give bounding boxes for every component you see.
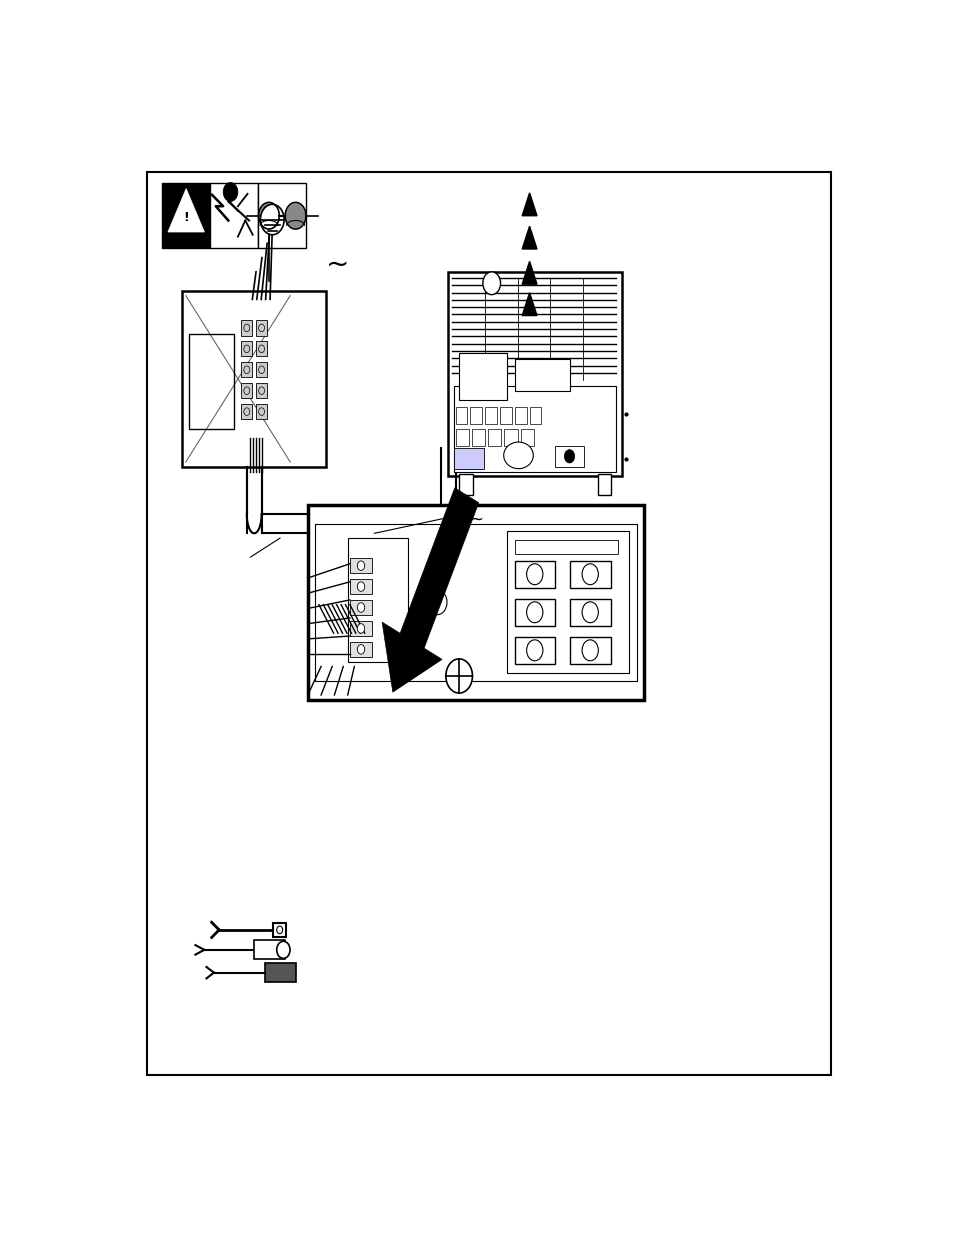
Bar <box>472 429 485 446</box>
Bar <box>597 474 610 495</box>
Bar <box>515 637 555 663</box>
Circle shape <box>581 563 598 584</box>
Text: !: ! <box>183 211 189 225</box>
Circle shape <box>357 624 364 634</box>
Bar <box>350 642 372 657</box>
Circle shape <box>581 601 598 622</box>
Bar <box>454 385 616 472</box>
Polygon shape <box>521 193 537 216</box>
Polygon shape <box>521 226 537 249</box>
Bar <box>459 474 472 495</box>
Bar <box>454 448 483 468</box>
Bar <box>515 599 555 626</box>
Bar <box>515 406 526 424</box>
Circle shape <box>526 601 542 622</box>
Bar <box>520 429 534 446</box>
Bar <box>470 406 482 424</box>
Bar <box>555 446 583 467</box>
Bar <box>570 561 610 588</box>
Bar <box>255 341 267 357</box>
Bar <box>308 505 643 700</box>
Bar <box>350 558 372 573</box>
Bar <box>456 429 469 446</box>
Bar <box>241 404 252 419</box>
Bar <box>255 383 267 399</box>
Bar <box>273 924 286 936</box>
Text: ~: ~ <box>469 510 482 529</box>
Bar <box>253 940 285 960</box>
Bar <box>162 183 210 248</box>
Circle shape <box>581 640 598 661</box>
Bar <box>258 183 306 248</box>
Bar <box>348 538 407 662</box>
Text: ~: ~ <box>325 251 349 278</box>
Bar <box>350 579 372 594</box>
Circle shape <box>427 590 447 615</box>
Bar <box>241 320 252 336</box>
Bar <box>570 599 610 626</box>
Bar <box>255 404 267 419</box>
Bar <box>241 362 252 378</box>
Polygon shape <box>382 488 478 692</box>
Circle shape <box>564 450 574 463</box>
Circle shape <box>526 640 542 661</box>
Polygon shape <box>168 189 204 232</box>
Bar <box>529 406 541 424</box>
Circle shape <box>526 563 542 584</box>
Circle shape <box>260 204 284 235</box>
Bar <box>504 429 517 446</box>
Circle shape <box>259 204 278 228</box>
Bar <box>570 637 610 663</box>
Circle shape <box>357 582 364 592</box>
Bar <box>515 561 555 588</box>
Bar <box>350 600 372 615</box>
Bar <box>241 341 252 357</box>
Bar <box>459 353 507 400</box>
Bar <box>515 359 570 390</box>
Bar <box>190 333 233 429</box>
Circle shape <box>357 645 364 655</box>
Bar <box>182 291 326 467</box>
Polygon shape <box>521 293 537 316</box>
Polygon shape <box>521 262 537 284</box>
Circle shape <box>357 561 364 571</box>
Circle shape <box>357 603 364 613</box>
Bar <box>507 531 629 673</box>
Bar <box>515 540 618 555</box>
Bar <box>210 183 258 248</box>
Ellipse shape <box>503 442 533 468</box>
Circle shape <box>276 926 282 934</box>
Circle shape <box>276 941 290 958</box>
Bar <box>488 429 501 446</box>
Circle shape <box>286 204 305 228</box>
Bar <box>241 383 252 399</box>
Bar <box>350 621 372 636</box>
Bar <box>255 362 267 378</box>
Circle shape <box>445 658 472 693</box>
Circle shape <box>482 272 500 295</box>
Bar <box>448 272 621 477</box>
Bar <box>314 524 636 680</box>
Bar <box>485 406 497 424</box>
Bar <box>456 406 467 424</box>
Bar <box>255 320 267 336</box>
Bar <box>265 963 295 982</box>
Circle shape <box>223 183 237 201</box>
Bar <box>499 406 512 424</box>
